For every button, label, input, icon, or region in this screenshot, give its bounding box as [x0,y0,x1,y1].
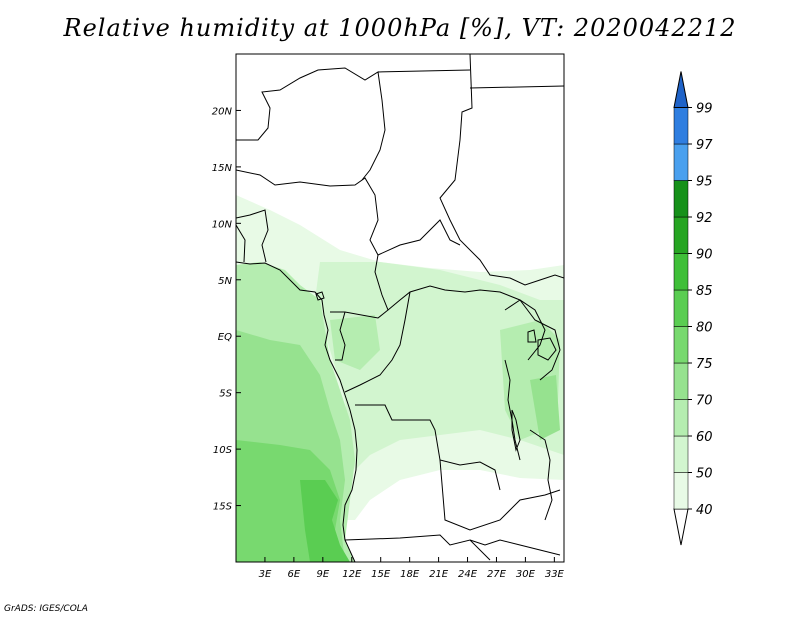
lon-tick-label: 27E [487,569,507,580]
lon-tick-label: 3E [259,569,272,580]
colorbar-label: 50 [696,467,713,482]
colorbar-label: 95 [696,175,713,190]
lon-tick-label: 6E [288,569,301,580]
colorbar-swatch [673,472,689,510]
colorbar-swatch [673,289,689,327]
map-frame [235,53,565,563]
colorbar-label: 60 [696,430,713,445]
colorbar-label: 92 [696,211,713,226]
colorbar-label: 80 [696,321,713,336]
lon-tick-label: 33E [545,569,565,580]
colorbar: 40 50 60 70 75 80 85 90 92 95 97 99 [673,71,713,546]
lat-tick-label: 10S [213,445,233,456]
lat-tick-label: 15S [213,502,233,513]
colorbar-label: 99 [696,102,713,117]
colorbar-swatch [673,253,689,291]
lat-tick-label: EQ [218,332,232,343]
colorbar-bottom-arrow [673,508,689,546]
credit-label: GrADS: IGES/COLA [4,604,88,614]
colorbar-label: 40 [696,503,713,518]
axis-ticks: 3E 6E 9E 12E 15E 18E 21E 24E 27E 30E 33E 20N 15N 10N 5… [212,106,565,580]
colorbar-label: 90 [696,248,713,263]
colorbar-top-arrow [673,71,689,108]
colorbar-swatch [673,143,689,181]
lat-tick-label: 5S [219,389,232,400]
lon-tick-label: 9E [316,569,329,580]
colorbar-swatch [673,435,689,473]
colorbar-label: 97 [696,138,713,153]
colorbar-swatch [673,326,689,364]
map-title: Relative humidity at 1000hPa [%], VT: 20… [63,14,737,42]
lat-tick-label: 5N [218,276,232,287]
lon-tick-label: 21E [429,569,449,580]
colorbar-swatch [673,362,689,400]
lon-tick-label: 18E [400,569,420,580]
colorbar-swatch [673,216,689,254]
country-borders [236,54,564,562]
lon-tick-label: 15E [371,569,391,580]
lon-tick-label: 30E [516,569,536,580]
colorbar-swatch [673,399,689,437]
lat-tick-label: 15N [212,163,233,174]
lon-tick-label: 24E [458,569,478,580]
colorbar-swatch [673,107,689,145]
colorbar-label: 75 [696,357,713,372]
lon-tick-label: 12E [342,569,362,580]
lat-tick-label: 10N [212,219,233,230]
humidity-field [236,54,564,562]
colorbar-swatch [673,180,689,218]
colorbar-label: 70 [696,394,713,409]
lat-tick-label: 20N [212,106,233,117]
colorbar-label: 85 [696,284,713,299]
